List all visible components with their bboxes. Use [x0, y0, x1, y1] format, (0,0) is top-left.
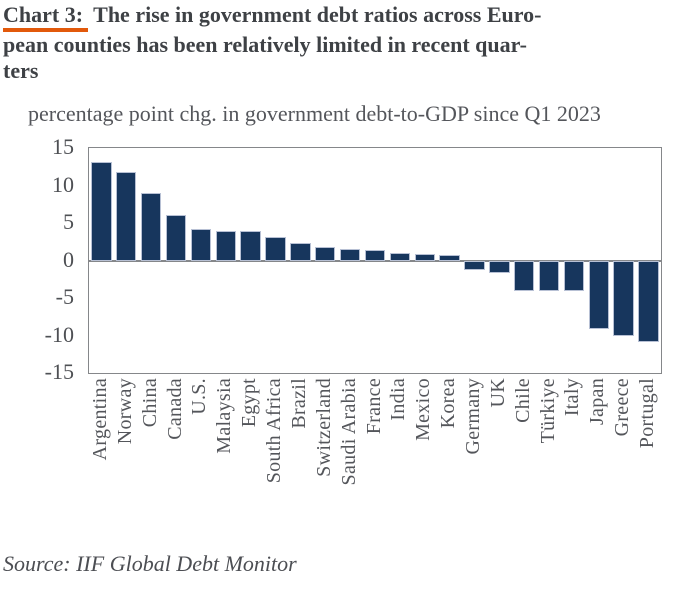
x-tick-label: Korea	[437, 378, 460, 429]
x-tick-label: Brazil	[287, 378, 310, 429]
chart-bar	[489, 260, 510, 274]
chart-bar	[538, 260, 560, 292]
x-tick-label: UK	[486, 378, 509, 408]
chart-bar	[563, 260, 585, 292]
x-tick-label: Canada	[163, 378, 186, 440]
x-tick-label: Egypt	[238, 378, 261, 428]
source-note: Source: IIF Global Debt Monitor	[3, 551, 297, 576]
x-tick-label: Japan	[586, 378, 609, 426]
x-tick-label: France	[362, 378, 385, 435]
y-tick-label: 10	[52, 171, 74, 197]
chart-bar	[265, 237, 286, 261]
chart-bar	[240, 231, 261, 261]
chart-bar	[339, 249, 361, 261]
chart-number-label: Chart 3:	[3, 2, 89, 32]
x-tick-label: Malaysia	[213, 378, 236, 454]
y-tick-label: -5	[55, 284, 74, 309]
axis-units-subtitle: percentage point chg. in government debt…	[28, 101, 601, 126]
y-tick-label: 0	[63, 246, 74, 272]
x-tick-label: Argentina	[88, 378, 111, 461]
chart-bar	[165, 214, 187, 261]
y-tick-label: -15	[44, 359, 74, 384]
chart-bar	[315, 247, 336, 261]
x-tick-label: Germany	[461, 378, 484, 455]
chart-bar	[389, 253, 411, 261]
x-tick-label: Portugal	[636, 378, 659, 449]
x-tick-label: Switzerland	[312, 378, 335, 477]
chart-bar	[464, 260, 485, 271]
x-tick-label: Norway	[113, 378, 136, 445]
x-tick-label: Greece	[611, 378, 634, 437]
chart-bar	[414, 253, 435, 261]
x-tick-label: Italy	[561, 378, 584, 417]
x-tick-label: Saudi Arabia	[337, 378, 360, 486]
chart-bar	[116, 172, 137, 261]
chart-bar	[638, 260, 659, 342]
chart-title: Chart 3: The rise in government debt rat…	[3, 2, 673, 84]
y-tick-label: 5	[63, 209, 74, 234]
chart-bar	[215, 230, 236, 261]
plot-area	[88, 147, 662, 374]
chart-bar	[364, 250, 386, 261]
x-tick-label: India	[387, 378, 410, 421]
chart-bar	[290, 242, 311, 261]
title-line-2: pean counties has been relatively limite…	[3, 32, 527, 57]
chart-bar	[91, 161, 112, 261]
chart-bar	[613, 260, 634, 337]
x-tick-label: U.S.	[188, 378, 211, 415]
x-tick-label: China	[138, 378, 161, 428]
x-tick-label: Mexico	[412, 378, 435, 441]
y-tick-label: 15	[52, 134, 74, 159]
y-tick-label: -10	[44, 321, 74, 347]
x-tick-label: Chile	[511, 378, 534, 423]
title-line-1: Chart 3: The rise in government debt rat…	[3, 2, 673, 32]
title-line-3: ters	[3, 58, 39, 83]
chart-bar	[588, 260, 610, 329]
x-tick-label: South Africa	[263, 378, 286, 484]
chart-bar	[190, 229, 212, 261]
zero-axis-line	[89, 259, 661, 262]
chart-bar	[514, 260, 535, 291]
chart-bar	[439, 254, 460, 261]
x-tick-label: Türkiye	[536, 378, 559, 444]
title-line-1-text: The rise in government debt ratios acros…	[88, 2, 542, 27]
chart-bar	[140, 193, 162, 261]
